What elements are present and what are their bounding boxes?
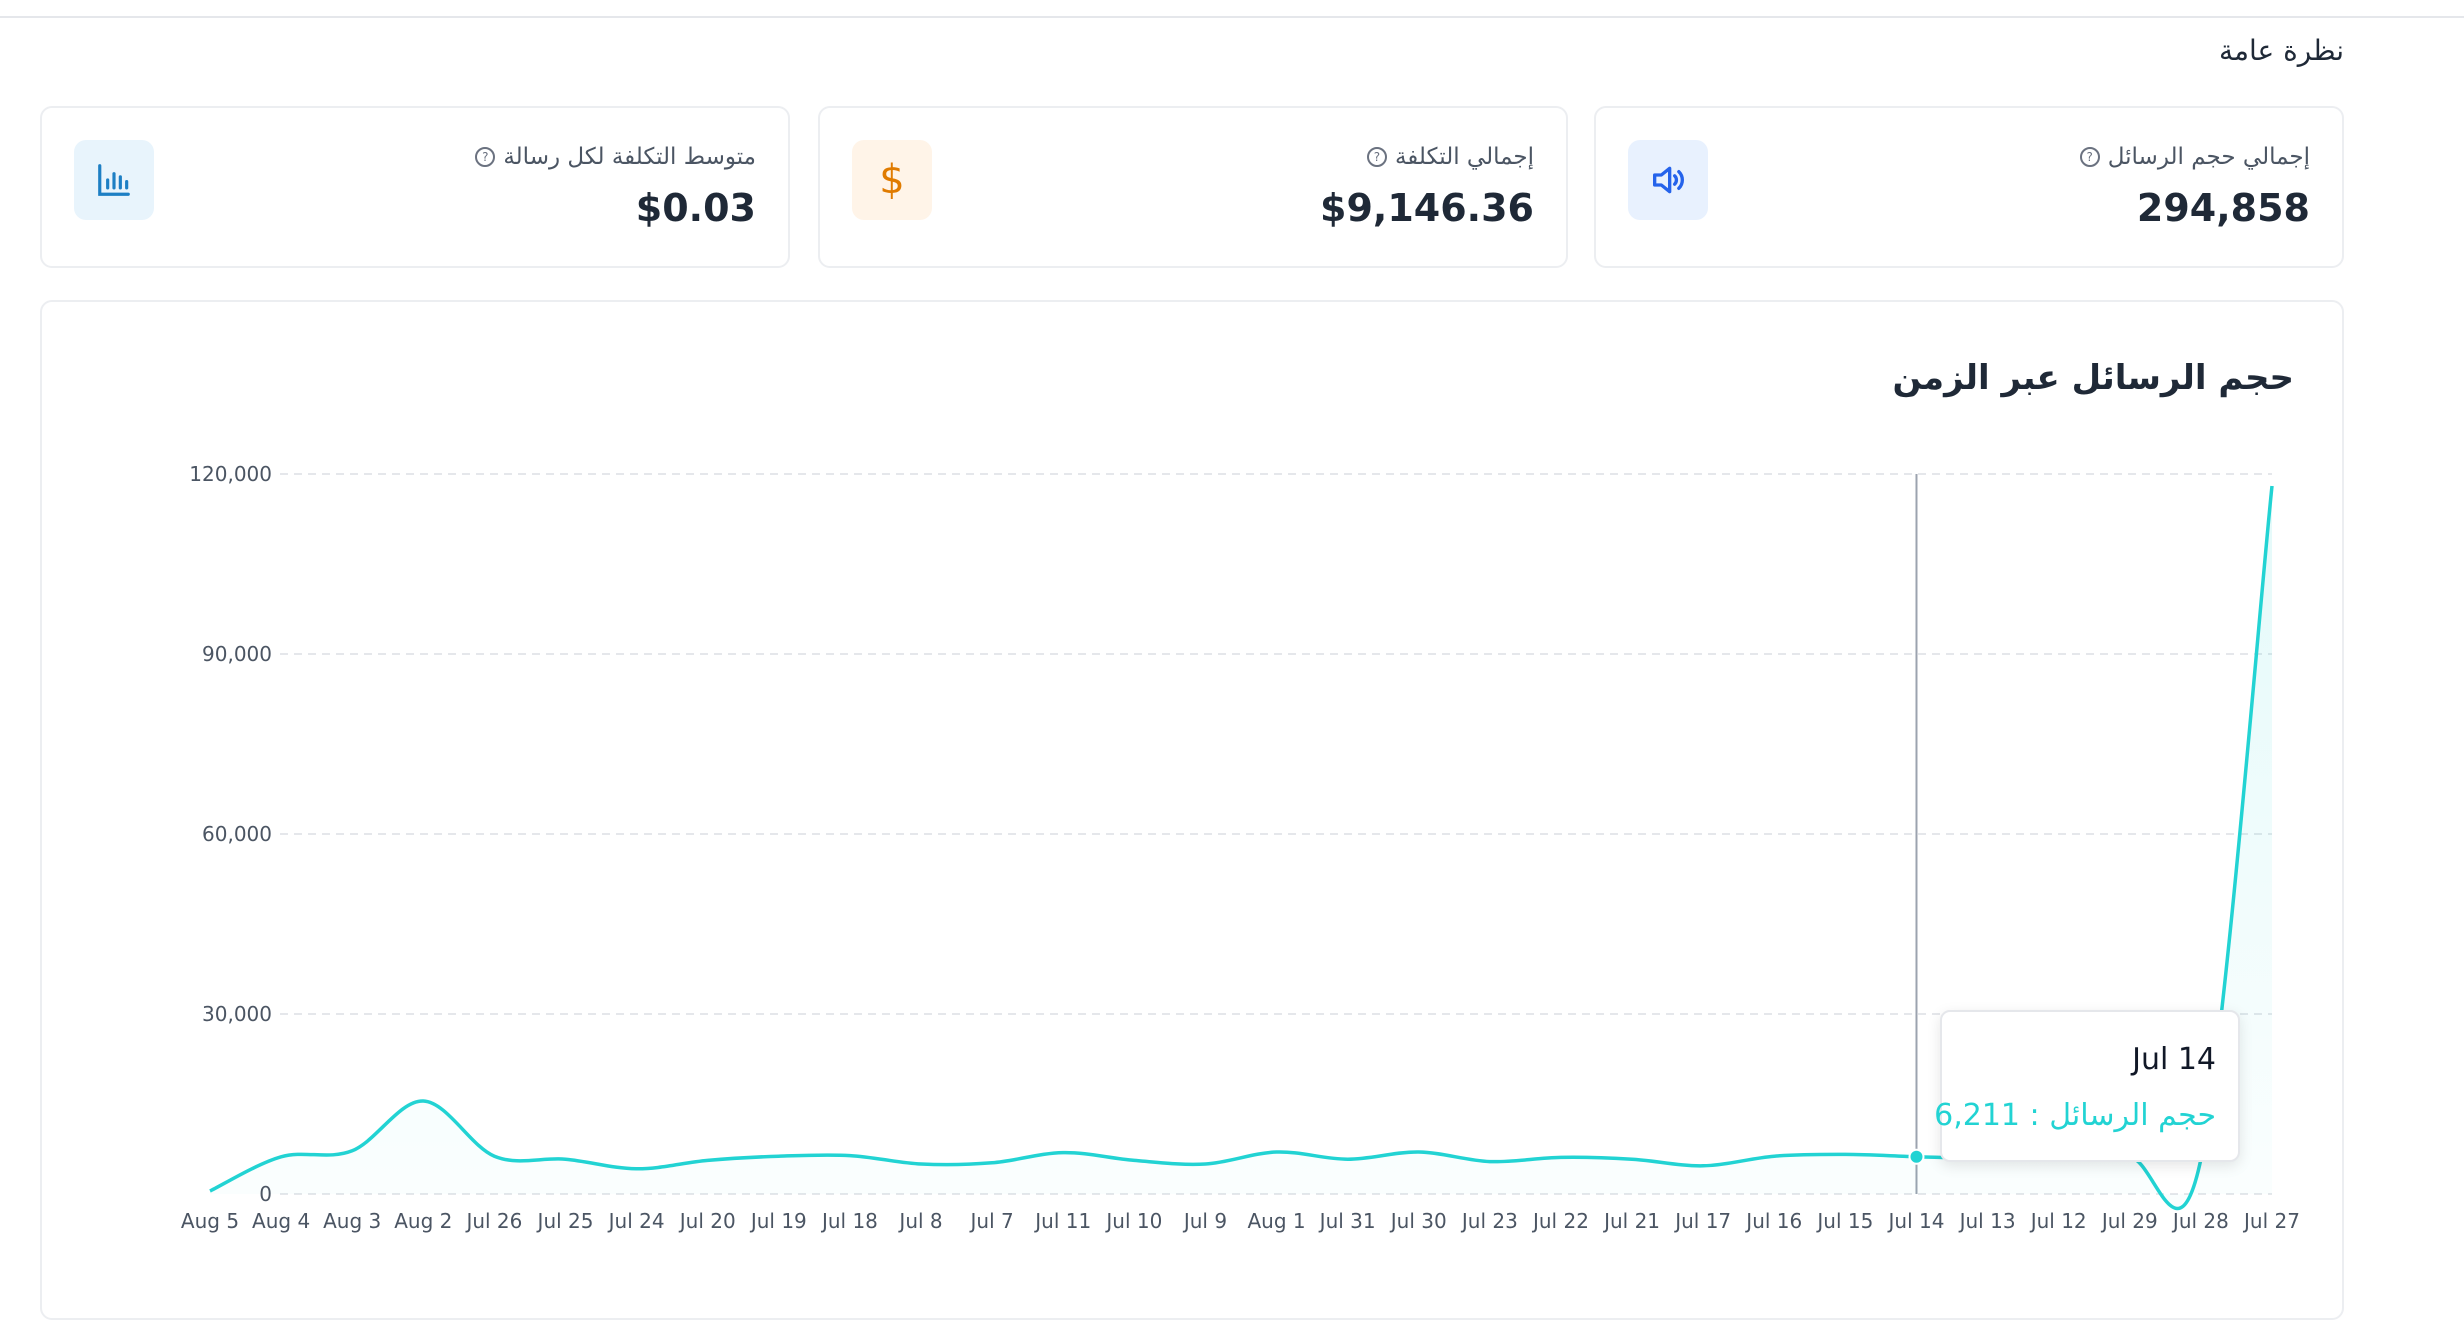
card-label: متوسط التكلفة لكل رسالة ? — [475, 144, 756, 170]
x-tick-label: Jul 24 — [607, 1209, 665, 1233]
help-icon[interactable]: ? — [475, 147, 496, 167]
speaker-icon — [1628, 140, 1708, 220]
x-tick-label: Jul 15 — [1815, 1209, 1873, 1233]
tooltip-series-label: حجم الرسائل — [2049, 1098, 2216, 1133]
card-total-messages: إجمالي حجم الرسائل ? 294,858 — [1594, 106, 2344, 268]
x-tick-label: Jul 13 — [1958, 1209, 2016, 1233]
x-tick-label: Jul 9 — [1182, 1209, 1227, 1233]
help-icon[interactable]: ? — [2079, 147, 2100, 167]
help-icon[interactable]: ? — [1366, 147, 1387, 167]
card-value: $0.03 — [635, 186, 756, 230]
chart-title: حجم الرسائل عبر الزمن — [1892, 358, 2294, 398]
y-tick-label: 30,000 — [202, 1002, 272, 1026]
x-tick-label: Jul 10 — [1104, 1209, 1162, 1233]
active-data-point[interactable] — [1908, 1148, 1925, 1165]
x-tick-label: Jul 18 — [820, 1209, 878, 1233]
y-tick-label: 120,000 — [189, 462, 272, 486]
x-tick-label: Jul 11 — [1033, 1209, 1091, 1233]
card-label-text: متوسط التكلفة لكل رسالة — [503, 144, 756, 170]
y-tick-label: 60,000 — [202, 822, 272, 846]
x-tick-label: Jul 31 — [1318, 1209, 1376, 1233]
x-tick-label: Jul 20 — [678, 1209, 736, 1233]
x-tick-label: Jul 26 — [464, 1209, 522, 1233]
card-label-text: إجمالي التكلفة — [1394, 144, 1534, 170]
card-label: إجمالي التكلفة ? — [1366, 144, 1534, 170]
tooltip-value-row: حجم الرسائل : 6,211 — [1934, 1098, 2216, 1133]
x-tick-label: Jul 14 — [1887, 1209, 1945, 1233]
x-tick-label: Jul 27 — [2242, 1209, 2300, 1233]
series-area — [210, 486, 2272, 1209]
top-border — [0, 0, 2464, 18]
x-tick-label: Aug 1 — [1247, 1209, 1305, 1233]
x-tick-label: Jul 22 — [1531, 1209, 1589, 1233]
x-tick-label: Jul 25 — [536, 1209, 594, 1233]
y-tick-label: 0 — [259, 1182, 272, 1206]
x-tick-label: Jul 23 — [1460, 1209, 1518, 1233]
x-tick-label: Jul 28 — [2171, 1209, 2229, 1233]
x-tick-label: Jul 30 — [1389, 1209, 1447, 1233]
x-tick-label: Jul 12 — [2029, 1209, 2087, 1233]
section-title: نظرة عامة — [2218, 34, 2344, 67]
x-tick-label: Jul 29 — [2100, 1209, 2158, 1233]
card-value: $9,146.36 — [1320, 186, 1534, 230]
x-tick-label: Jul 17 — [1673, 1209, 1731, 1233]
bar-chart-icon — [74, 140, 154, 220]
x-tick-label: Jul 8 — [897, 1209, 942, 1233]
x-tick-label: Jul 7 — [969, 1209, 1014, 1233]
dollar-icon: $ — [852, 140, 932, 220]
card-label-text: إجمالي حجم الرسائل — [2107, 144, 2310, 170]
x-tick-label: Jul 16 — [1744, 1209, 1802, 1233]
card-total-cost: إجمالي التكلفة ? $9,146.36 $ — [818, 106, 1568, 268]
card-value: 294,858 — [2136, 186, 2310, 230]
x-tick-label: Aug 3 — [323, 1209, 381, 1233]
x-tick-label: Aug 2 — [394, 1209, 452, 1233]
x-tick-label: Aug 5 — [181, 1209, 239, 1233]
tooltip-value: 6,211 — [1934, 1098, 2021, 1133]
x-tick-label: Jul 21 — [1602, 1209, 1660, 1233]
x-tick-label: Aug 4 — [252, 1209, 310, 1233]
card-label: إجمالي حجم الرسائل ? — [2079, 144, 2310, 170]
y-tick-label: 90,000 — [202, 642, 272, 666]
line-chart[interactable]: 0 30,000 60,000 90,000 120,000 Aug 5 Aug 4 Aug… — [0, 0, 2464, 1286]
chart-tooltip: Jul 14 حجم الرسائل : 6,211 — [1934, 1010, 2240, 1162]
x-tick-label: Jul 19 — [749, 1209, 807, 1233]
tooltip-date: Jul 14 — [2132, 1042, 2216, 1077]
card-avg-cost: متوسط التكلفة لكل رسالة ? $0.03 — [40, 106, 790, 268]
